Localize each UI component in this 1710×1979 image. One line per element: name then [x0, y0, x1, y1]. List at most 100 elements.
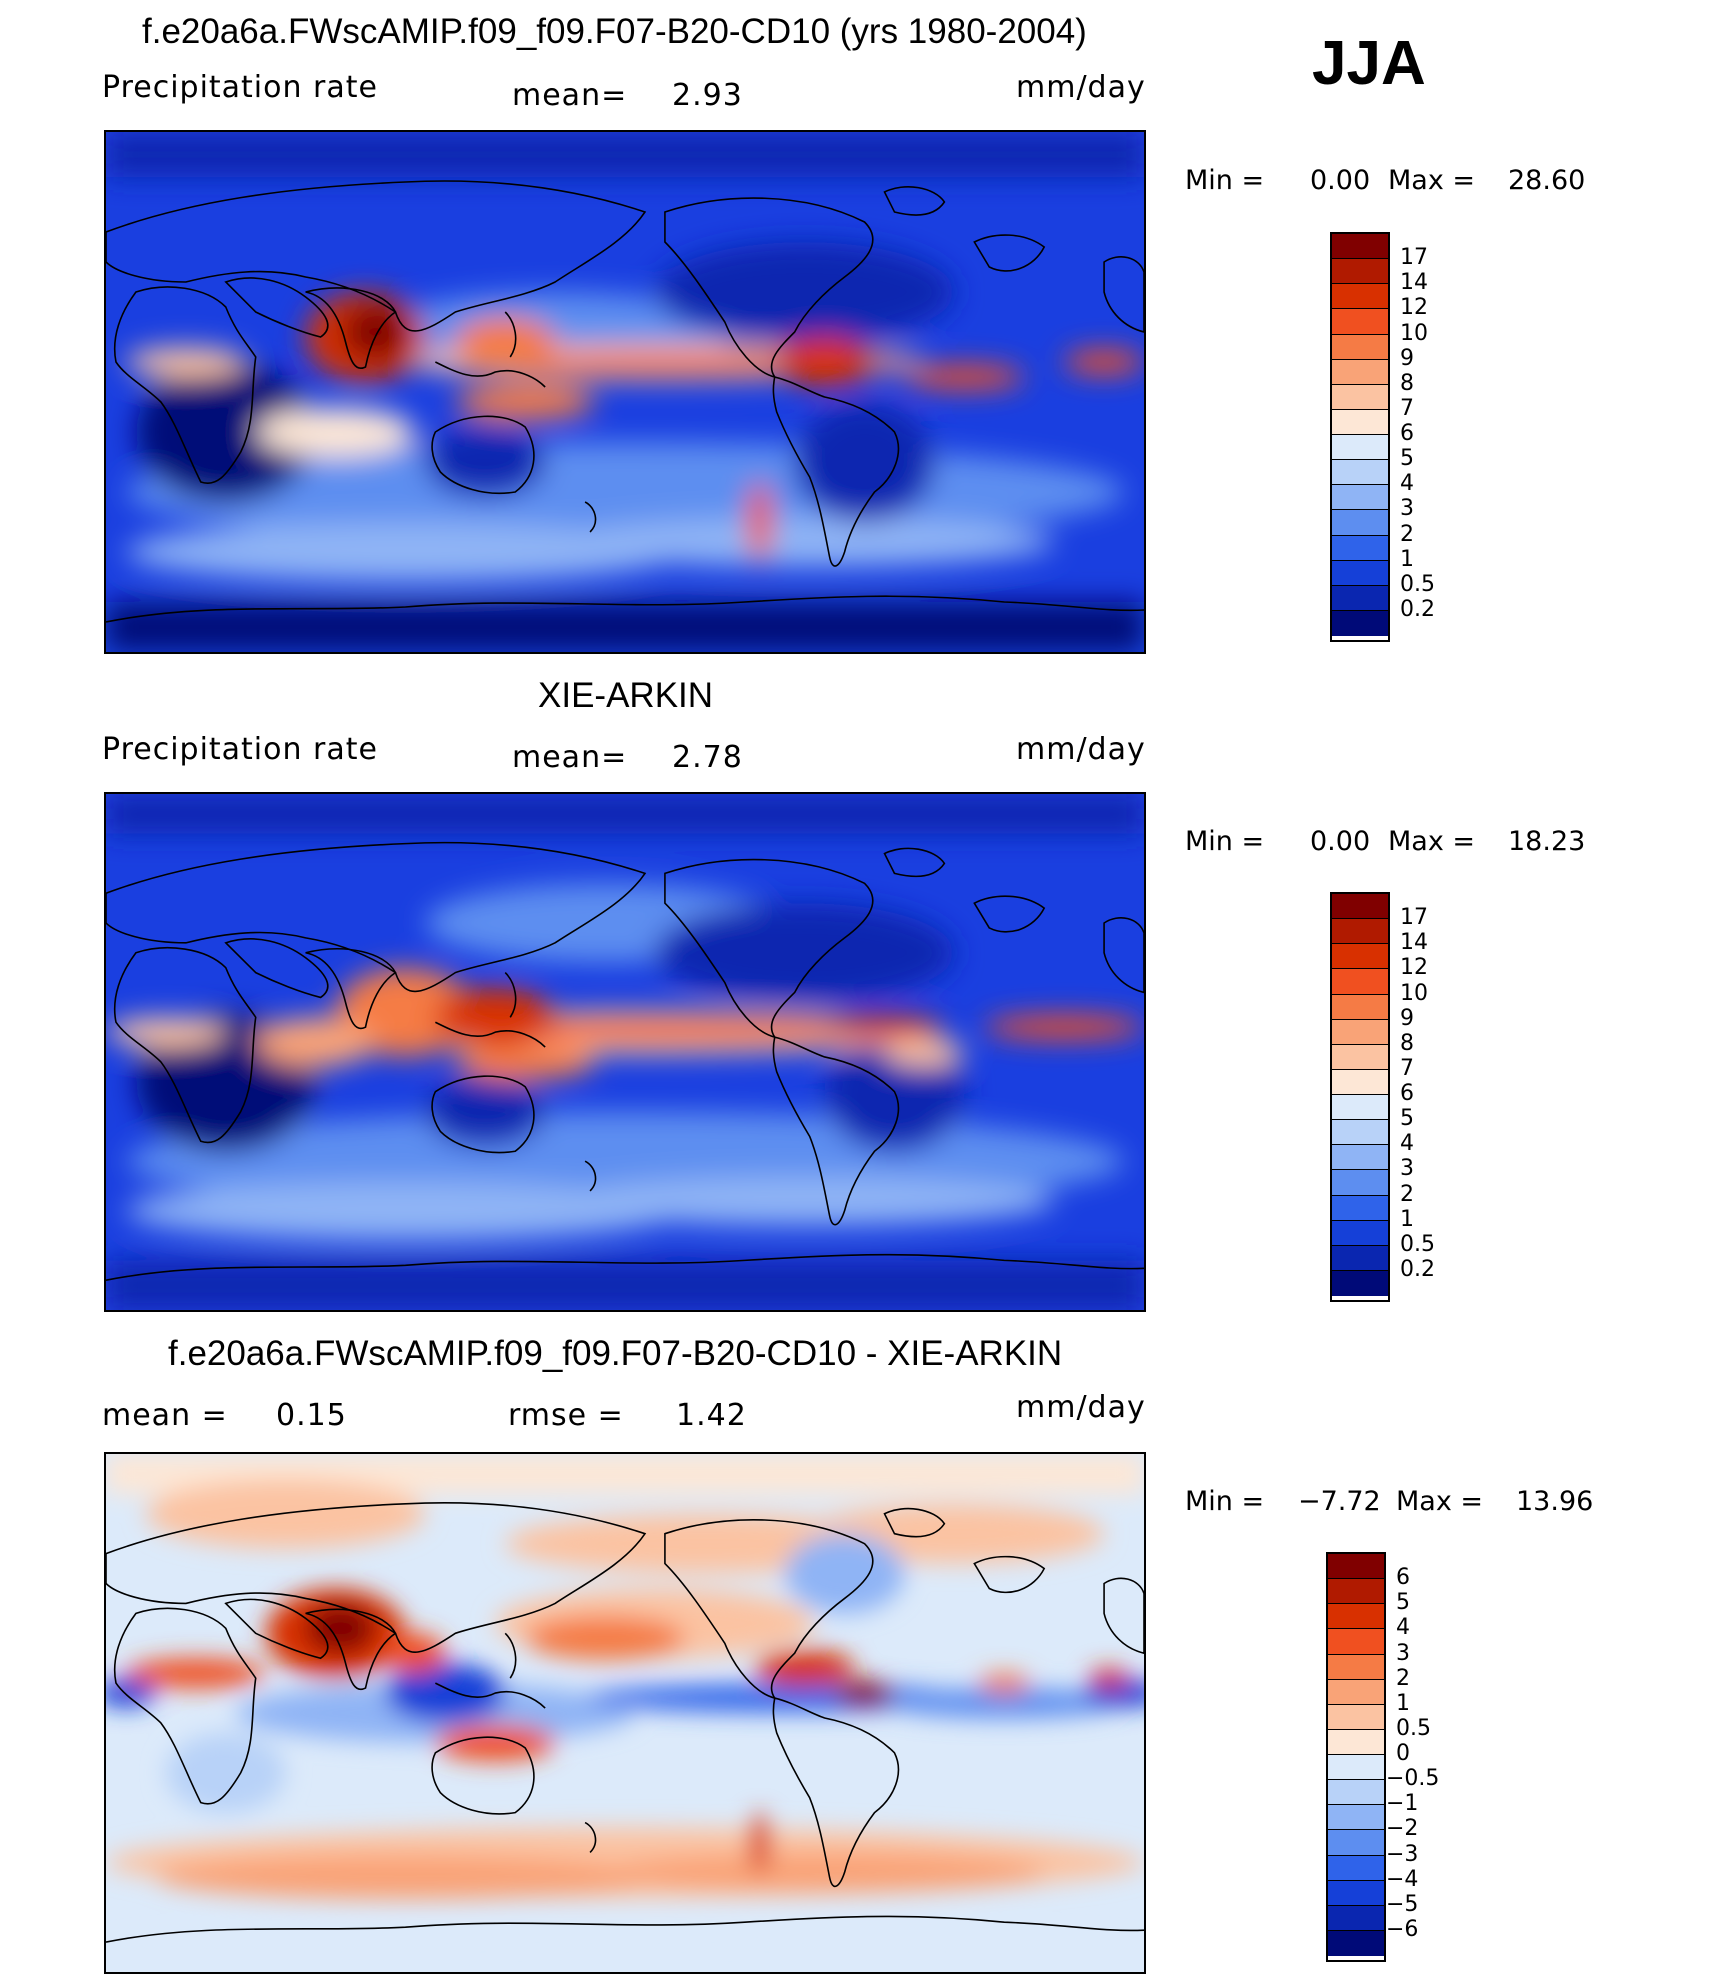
colorbar-tick-label: −1	[1386, 1791, 1419, 1817]
colorbar-swatch	[1332, 309, 1388, 335]
colorbar-swatch	[1328, 1930, 1384, 1956]
colorbar-tick-label: −4	[1386, 1866, 1419, 1892]
panel-2-max-value: 18.23	[1508, 826, 1586, 857]
colorbar-swatch	[1332, 1195, 1388, 1221]
panel-1-min-label: Min =	[1185, 165, 1265, 196]
colorbar-swatch	[1332, 284, 1388, 310]
colorbar-swatch	[1332, 1270, 1388, 1296]
colorbar-swatch	[1328, 1805, 1384, 1831]
colorbar-swatch	[1332, 1019, 1388, 1045]
colorbar-swatch	[1332, 1220, 1388, 1246]
colorbar-tick-label: 14	[1400, 930, 1428, 956]
panel-3-max-label: Max =	[1396, 1486, 1484, 1517]
colorbar-tick-label: 14	[1400, 270, 1428, 296]
panel-1-title: f.e20a6a.FWscAMIP.f09_f09.F07-B20-CD10 (…	[142, 12, 1087, 51]
panel-2-mean-label: mean=	[512, 740, 628, 775]
panel-3-rmse-value: 1.42	[676, 1398, 747, 1433]
colorbar-swatch	[1332, 334, 1388, 360]
panel-2-variable-label: Precipitation rate	[102, 732, 378, 767]
colorbar-swatch	[1332, 485, 1388, 511]
colorbar-swatch	[1332, 560, 1388, 586]
panel-1-max-value: 28.60	[1508, 165, 1586, 196]
panel-1-colorbar	[1330, 232, 1390, 642]
panel-2-title: XIE-ARKIN	[538, 676, 714, 715]
colorbar-tick-label: 8	[1400, 370, 1414, 396]
colorbar-tick-label: 9	[1400, 345, 1414, 371]
colorbar-swatch	[1332, 1069, 1388, 1095]
panel-3-map	[104, 1452, 1146, 1974]
colorbar-swatch	[1332, 610, 1388, 636]
colorbar-tick-label: 0.5	[1396, 1715, 1431, 1741]
colorbar-tick-label: −3	[1386, 1841, 1419, 1867]
colorbar-tick-label: 5	[1400, 1106, 1414, 1132]
colorbar-tick-label: 12	[1400, 955, 1428, 981]
colorbar-swatch	[1332, 510, 1388, 536]
colorbar-swatch	[1328, 1554, 1384, 1580]
colorbar-tick-label: 10	[1400, 980, 1428, 1006]
panel-3-colorbar	[1326, 1552, 1386, 1962]
panel-1-max-label: Max =	[1388, 165, 1476, 196]
colorbar-swatch	[1328, 1579, 1384, 1605]
colorbar-tick-label: −6	[1386, 1916, 1419, 1942]
colorbar-swatch	[1332, 1170, 1388, 1196]
colorbar-swatch	[1328, 1855, 1384, 1881]
colorbar-tick-label: 0.2	[1400, 596, 1435, 622]
colorbar-tick-label: 3	[1396, 1640, 1410, 1666]
colorbar-swatch	[1328, 1755, 1384, 1781]
colorbar-swatch	[1332, 894, 1388, 920]
colorbar-tick-label: 1	[1400, 1206, 1414, 1232]
colorbar-swatch	[1332, 994, 1388, 1020]
colorbar-swatch	[1332, 1145, 1388, 1171]
panel-3-min-label: Min =	[1185, 1486, 1265, 1517]
colorbar-swatch	[1332, 234, 1388, 260]
colorbar-swatch	[1332, 384, 1388, 410]
colorbar-swatch	[1332, 535, 1388, 561]
panel-3-rmse-label: rmse =	[508, 1398, 624, 1433]
colorbar-tick-label: 5	[1396, 1590, 1410, 1616]
colorbar-tick-label: −5	[1386, 1891, 1419, 1917]
panel-3-units: mm/day	[1016, 1390, 1146, 1425]
colorbar-swatch	[1332, 1095, 1388, 1121]
colorbar-swatch	[1332, 409, 1388, 435]
colorbar-tick-label: 3	[1400, 1156, 1414, 1182]
colorbar-swatch	[1328, 1704, 1384, 1730]
colorbar-swatch	[1332, 1120, 1388, 1146]
colorbar-swatch	[1328, 1880, 1384, 1906]
colorbar-swatch	[1328, 1654, 1384, 1680]
colorbar-tick-label: 5	[1400, 446, 1414, 472]
colorbar-tick-label: −2	[1386, 1816, 1419, 1842]
panel-2-min-value: 0.00	[1310, 826, 1371, 857]
panel-2-max-label: Max =	[1388, 826, 1476, 857]
panel-2-map	[104, 792, 1146, 1312]
colorbar-swatch	[1332, 1245, 1388, 1271]
panel-1-mean-value: 2.93	[672, 78, 743, 113]
colorbar-tick-label: 6	[1400, 421, 1414, 446]
colorbar-swatch	[1332, 435, 1388, 461]
colorbar-tick-label: 0	[1396, 1741, 1410, 1766]
colorbar-swatch	[1328, 1905, 1384, 1931]
colorbar-tick-label: 2	[1400, 1181, 1414, 1207]
colorbar-tick-label: 10	[1400, 320, 1428, 346]
colorbar-tick-label: −0.5	[1386, 1766, 1440, 1792]
colorbar-tick-label: 6	[1396, 1565, 1410, 1591]
colorbar-tick-label: 1	[1396, 1690, 1410, 1716]
panel-1-mean-label: mean=	[512, 78, 628, 113]
colorbar-swatch	[1332, 969, 1388, 995]
panel-3-title: f.e20a6a.FWscAMIP.f09_f09.F07-B20-CD10 -…	[168, 1334, 1063, 1373]
panel-1-min-value: 0.00	[1310, 165, 1371, 196]
colorbar-swatch	[1332, 919, 1388, 945]
panel-3-max-value: 13.96	[1516, 1486, 1594, 1517]
colorbar-swatch	[1332, 259, 1388, 285]
panel-2-colorbar	[1330, 892, 1390, 1302]
colorbar-tick-label: 7	[1400, 395, 1414, 421]
colorbar-tick-label: 9	[1400, 1005, 1414, 1031]
panel-1-units: mm/day	[1016, 70, 1146, 105]
panel-3-min-value: −7.72	[1298, 1486, 1381, 1517]
colorbar-tick-label: 2	[1400, 521, 1414, 547]
colorbar-tick-label: 17	[1400, 905, 1428, 931]
colorbar-swatch	[1332, 359, 1388, 385]
panel-2-mean-value: 2.78	[672, 740, 743, 775]
colorbar-tick-label: 7	[1400, 1055, 1414, 1081]
colorbar-swatch	[1328, 1604, 1384, 1630]
colorbar-swatch	[1332, 1044, 1388, 1070]
